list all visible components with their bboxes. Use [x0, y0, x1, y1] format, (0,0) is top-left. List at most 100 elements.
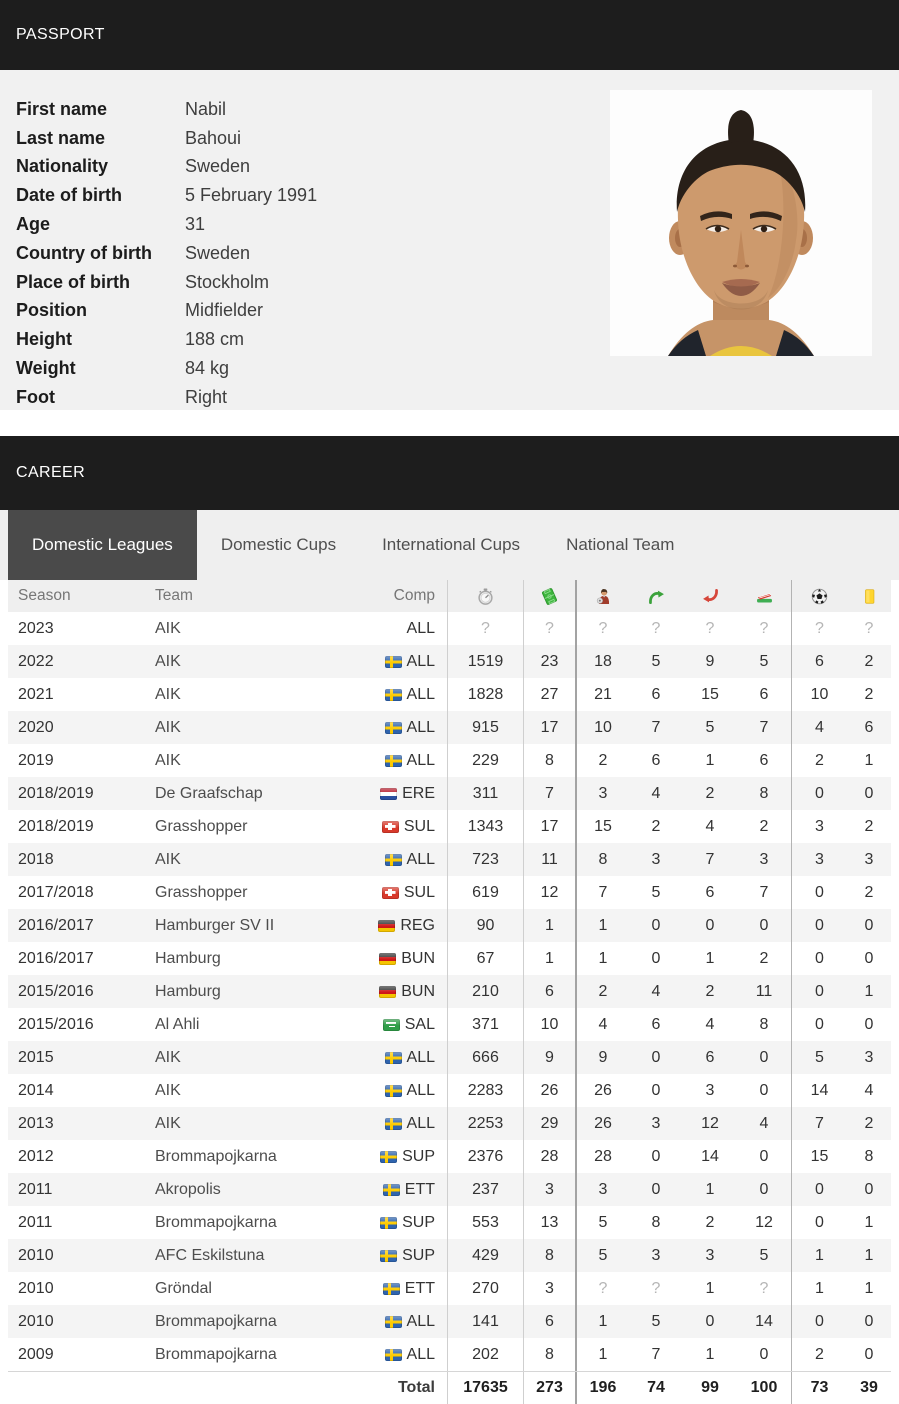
tab-domestic-leagues[interactable]: Domestic Leagues	[8, 510, 197, 580]
team-cell[interactable]: AIK	[155, 619, 181, 637]
lineups-cell: ?	[575, 612, 629, 645]
team-cell[interactable]: AIK	[155, 1114, 181, 1132]
team-cell[interactable]: AIK	[155, 850, 181, 868]
lineups-cell: 26	[575, 1074, 629, 1107]
lineups-cell: 28	[575, 1140, 629, 1173]
comp-cell[interactable]: SUL	[346, 810, 447, 843]
team-cell[interactable]: AFC Eskilstuna	[155, 1246, 265, 1264]
comp-cell[interactable]: ETT	[346, 1272, 447, 1305]
table-row: 2018/2019 De Graafschap ERE 311 7 3 4 2 …	[8, 777, 891, 810]
team-cell[interactable]: Grasshopper	[155, 883, 248, 901]
comp-code: ERE	[402, 784, 435, 802]
comp-cell[interactable]: SUL	[346, 876, 447, 909]
team-cell[interactable]: Akropolis	[155, 1180, 221, 1198]
team-cell[interactable]: AIK	[155, 751, 181, 769]
team-cell[interactable]: Hamburg	[155, 949, 221, 967]
table-row: 2010 Gröndal ETT 270 3 ? ? 1 ? 1 1	[8, 1272, 891, 1305]
comp-cell[interactable]: ALL	[346, 1338, 447, 1371]
passport-field-label: Weight	[16, 358, 76, 379]
lineups-cell: 5	[575, 1239, 629, 1272]
matches-cell: 13	[523, 1206, 575, 1239]
minutes-cell: 915	[447, 711, 523, 744]
goals-cell: ?	[791, 612, 847, 645]
sub-in-cell: 6	[651, 1015, 661, 1033]
passport-field-row: First name Nabil	[16, 95, 899, 124]
minutes-cell: 2283	[447, 1074, 523, 1107]
bench-cell: 8	[759, 784, 769, 802]
sweden-flag-icon	[384, 1117, 402, 1130]
comp-cell[interactable]: BUN	[346, 942, 447, 975]
comp-code: REG	[400, 916, 435, 934]
team-cell[interactable]: AIK	[155, 718, 181, 736]
minutes-cell: 1828	[447, 678, 523, 711]
comp-cell[interactable]: ALL	[346, 711, 447, 744]
team-cell[interactable]: AIK	[155, 652, 181, 670]
comp-cell[interactable]: ALL	[346, 1074, 447, 1107]
goals-cell: 7	[791, 1107, 847, 1140]
passport-field-row: Last name Bahoui	[16, 124, 899, 153]
sub-in-icon	[629, 580, 683, 612]
sub-in-cell: 5	[651, 883, 661, 901]
yellow-cards-cell: 0	[864, 916, 874, 934]
table-row: 2011 Brommapojkarna SUP 553 13 5 8 2 12 …	[8, 1206, 891, 1239]
lineups-cell: 3	[575, 1173, 629, 1206]
yellow-cards-cell: 1	[864, 982, 874, 1000]
tab-international-cups[interactable]: International Cups	[360, 510, 542, 580]
comp-cell[interactable]: SUP	[346, 1206, 447, 1239]
comp-cell[interactable]: ERE	[346, 777, 447, 810]
matches-cell: 11	[523, 843, 575, 876]
team-cell[interactable]: AIK	[155, 1081, 181, 1099]
sub-out-cell: 0	[705, 1312, 715, 1330]
team-cell[interactable]: Al Ahli	[155, 1015, 200, 1033]
team-cell[interactable]: Brommapojkarna	[155, 1345, 277, 1363]
career-section: CAREER Domestic Leagues Domestic Cups In…	[0, 436, 899, 1404]
tab-national-team[interactable]: National Team	[544, 510, 696, 580]
team-cell[interactable]: Gröndal	[155, 1279, 212, 1297]
team-cell[interactable]: AIK	[155, 1048, 181, 1066]
comp-cell[interactable]: ALL	[346, 645, 447, 678]
comp-code: Total	[397, 1379, 435, 1396]
comp-cell[interactable]: ALL	[346, 612, 447, 645]
bench-cell: 2	[759, 817, 769, 835]
comp-cell[interactable]: ALL	[346, 843, 447, 876]
goals-cell: 0	[791, 777, 847, 810]
team-cell[interactable]: Brommapojkarna	[155, 1147, 277, 1165]
goals-cell: 10	[791, 678, 847, 711]
sub-in-cell: 0	[651, 1048, 661, 1066]
player-portrait-illustration	[610, 90, 872, 356]
comp-cell[interactable]: SUP	[346, 1239, 447, 1272]
comp-cell[interactable]: ALL	[346, 1041, 447, 1074]
team-cell[interactable]: Hamburg	[155, 982, 221, 1000]
tab-domestic-cups[interactable]: Domestic Cups	[199, 510, 358, 580]
passport-field-label: First name	[16, 98, 108, 119]
team-cell[interactable]: Brommapojkarna	[155, 1312, 277, 1330]
team-cell[interactable]: Hamburger SV II	[155, 916, 275, 934]
comp-code: SUL	[403, 883, 435, 901]
goals-cell: 1	[791, 1239, 847, 1272]
comp-cell[interactable]: ETT	[346, 1173, 447, 1206]
minutes-cell: 666	[447, 1041, 523, 1074]
comp-cell[interactable]: ALL	[346, 1107, 447, 1140]
minutes-cell: 371	[447, 1008, 523, 1041]
team-cell[interactable]: De Graafschap	[155, 784, 263, 802]
comp-cell[interactable]: ALL	[346, 744, 447, 777]
team-cell[interactable]	[150, 1372, 346, 1404]
comp-code: SUP	[402, 1246, 435, 1264]
comp-cell[interactable]: ALL	[346, 1305, 447, 1338]
section-divider	[0, 410, 899, 436]
bench-cell: 6	[759, 685, 769, 703]
comp-cell[interactable]: Total	[346, 1372, 447, 1404]
team-cell[interactable]: Brommapojkarna	[155, 1213, 277, 1231]
comp-cell[interactable]: SAL	[346, 1008, 447, 1041]
sub-in-cell: 0	[651, 1180, 661, 1198]
yellow-cards-cell: 1	[864, 1246, 874, 1264]
passport-field-value: Midfielder	[185, 300, 264, 321]
comp-cell[interactable]: REG	[346, 909, 447, 942]
comp-cell[interactable]: SUP	[346, 1140, 447, 1173]
comp-cell[interactable]: BUN	[346, 975, 447, 1008]
team-cell[interactable]: Grasshopper	[155, 817, 248, 835]
team-cell[interactable]: AIK	[155, 685, 181, 703]
passport-field-row: Date of birth 5 February 1991	[16, 181, 899, 210]
comp-cell[interactable]: ALL	[346, 678, 447, 711]
